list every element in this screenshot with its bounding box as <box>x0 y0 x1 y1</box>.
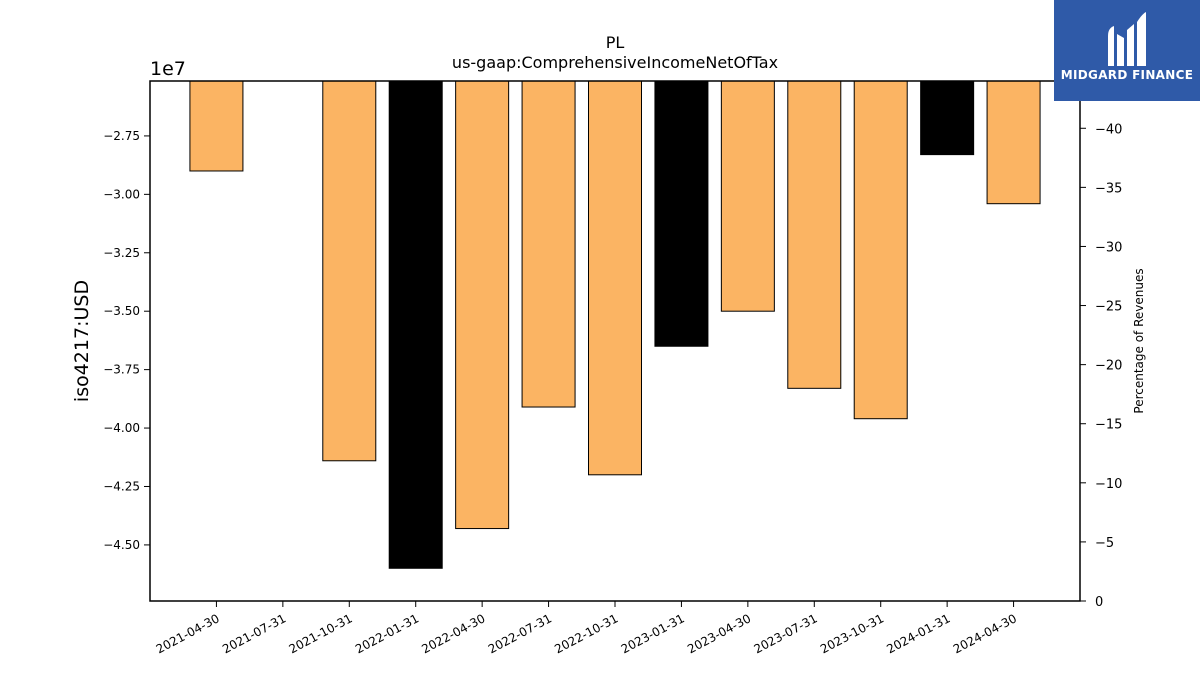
y-tick-label-−3.75: −3.75 <box>103 363 140 377</box>
y-tick-label-−2.75: −2.75 <box>103 129 140 143</box>
bar-2022-10-31 <box>588 80 642 476</box>
plot-frame <box>149 80 1081 602</box>
y2-tick-label-−35: −35 <box>1095 181 1122 196</box>
bar-2024-04-30 <box>986 80 1041 205</box>
y2-axis: −40 −35 −30 −25 −20 −15 −10 −5 0 <box>1080 122 1122 610</box>
x-tick-label-2023-01-31: 2023-01-31 <box>619 611 687 656</box>
x-tick-label-2022-07-31: 2022-07-31 <box>486 611 554 656</box>
x-tick-label-2024-01-31: 2024-01-31 <box>884 611 952 656</box>
y2-axis-label: Percentage of Revenues <box>1132 268 1146 413</box>
y2-tick-label-−20: −20 <box>1095 359 1122 374</box>
x-tick-label-2023-07-31: 2023-07-31 <box>752 611 820 656</box>
x-tick-label-2023-10-31: 2023-10-31 <box>818 611 886 656</box>
y-axis: −2.75 −3.00 −3.25 −3.50 −3.75 −4.00 −4.25 −4.50 <box>103 129 150 552</box>
logo-mark-icon <box>1108 12 1146 66</box>
y-tick-label-−4.25: −4.25 <box>103 479 140 493</box>
x-tick-label-2021-10-31: 2021-10-31 <box>287 611 355 656</box>
x-tick-label-2022-10-31: 2022-10-31 <box>552 611 620 656</box>
bar-2022-01-31 <box>388 80 443 569</box>
bar-2023-01-31 <box>654 80 709 347</box>
x-axis: 2021-04-302021-07-312021-10-312022-01-31… <box>154 601 1019 656</box>
y-tick-label-−3.00: −3.00 <box>103 187 140 201</box>
x-tick-label-2024-04-30: 2024-04-30 <box>951 611 1019 656</box>
x-tick-label-2023-04-30: 2023-04-30 <box>685 611 753 656</box>
y-offset-label: 1e7 <box>150 58 186 80</box>
bar-2023-07-31 <box>787 80 842 389</box>
bar-2023-10-31 <box>853 80 908 420</box>
y2-tick-label-−5: −5 <box>1095 536 1114 551</box>
bars-group <box>189 80 1041 569</box>
x-tick-label-2022-01-31: 2022-01-31 <box>353 611 421 656</box>
y2-tick-label-−40: −40 <box>1095 122 1122 137</box>
x-tick-label-2021-07-31: 2021-07-31 <box>220 611 288 656</box>
y2-tick-label-−15: −15 <box>1095 418 1122 433</box>
x-tick-label-2021-04-30: 2021-04-30 <box>154 611 222 656</box>
y-tick-label-−4.00: −4.00 <box>103 421 140 435</box>
bar-2021-04-30 <box>189 80 244 172</box>
y-tick-label-−4.50: −4.50 <box>103 538 140 552</box>
logo-text: MIDGARD FINANCE <box>1060 68 1194 82</box>
chart-subtitle: us-gaap:ComprehensiveIncomeNetOfTax <box>452 53 778 72</box>
x-tick-label-2022-04-30: 2022-04-30 <box>419 611 487 656</box>
y-tick-label-−3.50: −3.50 <box>103 304 140 318</box>
bar-2024-01-31 <box>920 80 975 156</box>
y-tick-label-−3.25: −3.25 <box>103 246 140 260</box>
chart-title: PL <box>606 33 625 52</box>
y2-tick-label-−30: −30 <box>1095 240 1122 255</box>
y2-tick-label-0: 0 <box>1095 595 1103 610</box>
y2-tick-label-−25: −25 <box>1095 300 1122 315</box>
bar-2021-10-31 <box>322 80 377 462</box>
midgard-finance-logo: MIDGARD FINANCE <box>1054 0 1200 101</box>
bar-2022-07-31 <box>521 80 576 408</box>
y-axis-label: iso4217:USD <box>71 280 93 402</box>
bar-2022-04-30 <box>455 80 510 530</box>
y2-tick-label-−10: −10 <box>1095 477 1122 492</box>
bar-2023-04-30 <box>720 80 775 312</box>
